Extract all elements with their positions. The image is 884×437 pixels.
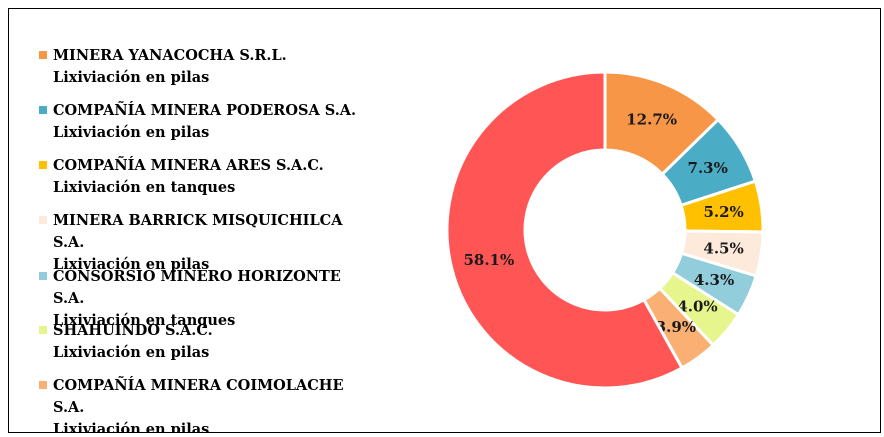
legend-swatch	[39, 272, 47, 280]
legend-text: MINERA YANACOCHA S.R.L. Lixiviación en p…	[53, 45, 373, 89]
legend-swatch	[39, 161, 47, 169]
slice-data-label: 3.9%	[656, 318, 696, 336]
legend-name: MINERA BARRICK MISQUICHILCA S.A.	[53, 212, 343, 251]
legend-name: COMPAÑÍA MINERA COIMOLACHE S.A.	[53, 377, 344, 416]
slice-data-label: 4.3%	[694, 271, 734, 289]
legend-name: COMPAÑÍA MINERA PODEROSA S.A.	[53, 102, 357, 119]
slice-data-label: 58.1%	[463, 251, 514, 269]
legend-method: Lixiviación en pilas	[53, 256, 210, 273]
legend-swatch	[39, 106, 47, 114]
legend-swatch	[39, 216, 47, 224]
legend-text: COMPAÑÍA MINERA ARES S.A.C. Lixiviación …	[53, 155, 373, 199]
legend-method: Lixiviación en tanques	[53, 179, 236, 196]
slice-data-label: 5.2%	[703, 203, 743, 221]
legend-text: MINERA BARRICK MISQUICHILCA S.A. Lixivia…	[53, 210, 373, 276]
legend-method: Lixiviación en tanques	[53, 312, 236, 329]
legend-name: MINERA YANACOCHA S.R.L.	[53, 47, 287, 64]
donut-slice-7	[445, 70, 685, 390]
slice-data-label: 4.0%	[677, 297, 717, 315]
slice-data-label: 7.3%	[688, 159, 728, 177]
legend-swatch	[39, 381, 47, 389]
legend-swatch	[39, 326, 47, 334]
slice-data-label: 12.7%	[626, 110, 677, 128]
legend-swatch	[39, 51, 47, 59]
legend-name: SHAHUINDO S.A.C.	[53, 322, 213, 339]
legend-method: Lixiviación en pilas	[53, 69, 210, 86]
legend-text: CONSORSIO MINERO HORIZONTE S.A. Lixiviac…	[53, 266, 373, 332]
chart-frame: MINERA YANACOCHA S.R.L. Lixiviación en p…	[8, 8, 881, 433]
legend-text: COMPAÑÍA MINERA COIMOLACHE S.A. Lixiviac…	[53, 375, 373, 433]
slice-data-label: 4.5%	[703, 239, 743, 257]
legend-name: COMPAÑÍA MINERA ARES S.A.C.	[53, 157, 324, 174]
legend-text: SHAHUINDO S.A.C. Lixiviación en pilas	[53, 320, 373, 364]
legend-method: Lixiviación en pilas	[53, 421, 210, 433]
legend-method: Lixiviación en pilas	[53, 344, 210, 361]
legend-text: COMPAÑÍA MINERA PODEROSA S.A. Lixiviació…	[53, 100, 373, 144]
donut-chart: 12.7% 7.3% 5.2% 4.5% 4.3% 4.0% 3.9% 58.1%	[445, 70, 765, 390]
legend-method: Lixiviación en pilas	[53, 124, 210, 141]
legend-name: CONSORSIO MINERO HORIZONTE S.A.	[53, 268, 341, 307]
